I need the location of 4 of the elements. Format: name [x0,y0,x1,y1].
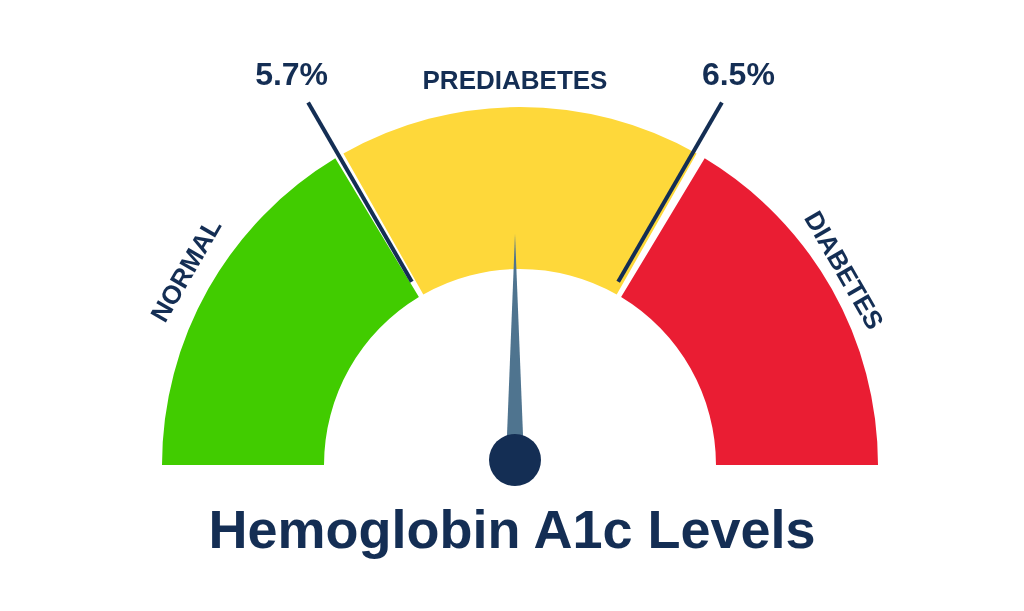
text: 5.7% [255,55,329,92]
text: Hemoglobin A1c Levels [207,498,817,560]
slice-label: PREDIABETES [422,65,608,95]
text: 6.5% [701,55,775,92]
